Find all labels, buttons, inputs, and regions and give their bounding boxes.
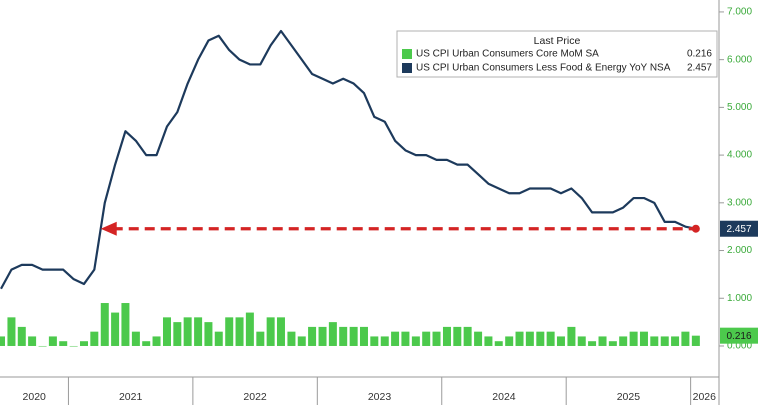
- bar: [536, 331, 545, 346]
- bar: [225, 317, 234, 346]
- y-tick-label: 2.000: [727, 245, 752, 256]
- x-tick-label: 2021: [119, 391, 143, 403]
- bar: [194, 317, 203, 346]
- x-tick-label: 2020: [23, 391, 47, 403]
- legend-value: 0.216: [687, 49, 712, 60]
- bar: [556, 336, 565, 346]
- bar: [370, 336, 379, 346]
- bar: [308, 326, 317, 346]
- bar: [629, 331, 638, 346]
- bar: [474, 331, 483, 346]
- bar: [131, 331, 140, 346]
- bar: [152, 336, 161, 346]
- bar: [256, 331, 265, 346]
- bar: [546, 331, 555, 346]
- legend-swatch: [402, 49, 412, 59]
- bar: [525, 331, 534, 346]
- y-tick-label: 3.000: [727, 197, 752, 208]
- bar: [577, 336, 586, 346]
- bar: [494, 341, 503, 346]
- y-tick-label: 1.000: [727, 293, 752, 304]
- legend-label: US CPI Urban Consumers Less Food & Energ…: [416, 63, 671, 74]
- x-tick-label: 2024: [492, 391, 516, 403]
- bar: [484, 336, 493, 346]
- bar: [567, 326, 576, 346]
- y-tick-label: 6.000: [727, 54, 752, 65]
- bar: [287, 331, 296, 346]
- bar: [650, 336, 659, 346]
- bar: [162, 317, 171, 346]
- last-value-label: 0.216: [726, 331, 751, 342]
- bar: [328, 322, 337, 346]
- bar: [453, 326, 462, 346]
- bar: [442, 326, 451, 346]
- last-value-tag: [720, 220, 758, 237]
- bar: [69, 345, 78, 347]
- bar: [276, 317, 285, 346]
- bar: [380, 336, 389, 346]
- bar: [422, 331, 431, 346]
- bar: [339, 326, 348, 346]
- bar: [432, 331, 441, 346]
- bar: [204, 322, 213, 346]
- bar: [7, 317, 16, 346]
- bar: [38, 345, 47, 347]
- line: [0, 29, 697, 290]
- bar: [588, 341, 597, 346]
- bar: [515, 331, 524, 346]
- bar: [183, 317, 192, 346]
- bar: [401, 331, 410, 346]
- bar: [318, 326, 327, 346]
- bar: [411, 336, 420, 346]
- x-tick-label: 2022: [243, 391, 267, 403]
- bar: [681, 331, 690, 346]
- bar: [142, 341, 151, 346]
- y-tick-label: 7.000: [727, 7, 752, 18]
- bar: [505, 336, 514, 346]
- bar: [90, 331, 99, 346]
- bar: [0, 336, 5, 346]
- bar: [660, 336, 669, 346]
- bar: [121, 303, 130, 346]
- last-value-tag: [720, 327, 758, 344]
- bar: [100, 303, 109, 346]
- legend-value: 2.457: [687, 63, 712, 74]
- bar: [214, 331, 223, 346]
- x-tick-label: 2026: [693, 391, 717, 403]
- bar: [639, 331, 648, 346]
- bar: [17, 326, 26, 346]
- level-dot: [691, 224, 700, 233]
- legend-title: Last Price: [534, 35, 581, 47]
- bar: [598, 336, 607, 346]
- y-tick-label: 5.000: [727, 102, 752, 113]
- bar: [359, 326, 368, 346]
- bar: [391, 331, 400, 346]
- bar: [266, 317, 275, 346]
- x-tick-label: 2023: [368, 391, 392, 403]
- bar: [619, 336, 628, 346]
- level-arrow-head: [100, 221, 117, 236]
- legend-swatch: [402, 63, 412, 73]
- bar: [173, 322, 182, 346]
- x-tick-label: 2025: [617, 391, 641, 403]
- bar: [671, 336, 680, 346]
- bar: [235, 317, 244, 346]
- bar: [297, 336, 306, 346]
- y-tick-label: 0.000: [727, 341, 752, 352]
- bar: [245, 312, 254, 346]
- bar: [79, 341, 88, 346]
- bar: [349, 326, 358, 346]
- legend-box: [396, 30, 718, 78]
- y-tick-label: 4.000: [727, 150, 752, 161]
- bar: [28, 336, 37, 346]
- bar: [59, 341, 68, 346]
- bar: [691, 335, 700, 346]
- bar: [111, 312, 120, 346]
- legend-label: US CPI Urban Consumers Core MoM SA: [416, 49, 599, 60]
- bar: [463, 326, 472, 346]
- last-value-label: 2.457: [726, 224, 751, 235]
- bar: [48, 336, 57, 346]
- bar: [608, 341, 617, 346]
